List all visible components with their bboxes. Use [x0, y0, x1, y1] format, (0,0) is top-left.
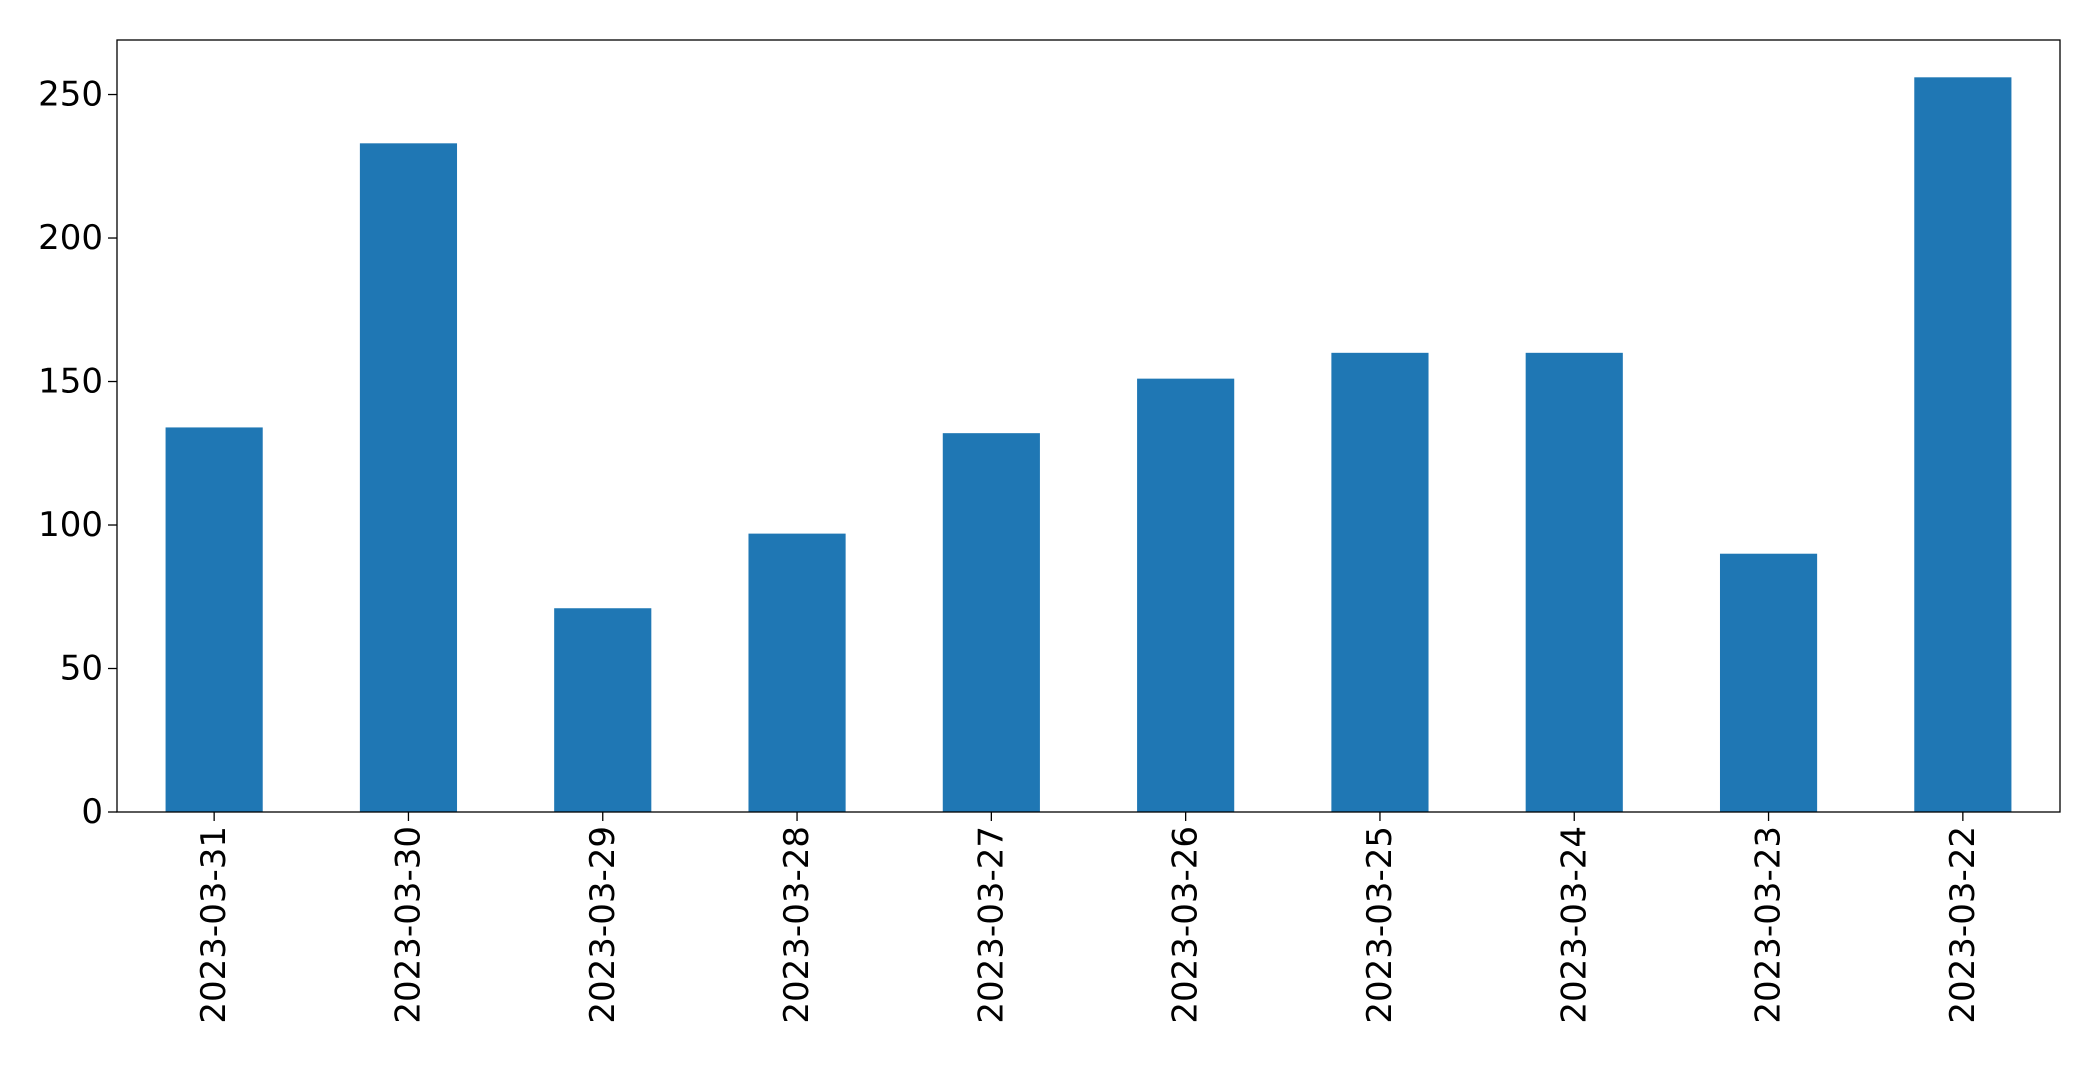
bar-2023-03-29: [554, 608, 652, 812]
bar-2023-03-30: [359, 143, 458, 812]
y-tick-label: 150: [38, 362, 103, 402]
bar-2023-03-26: [1137, 378, 1235, 812]
x-tick-label: 2023-03-25: [1360, 826, 1400, 1024]
bar-2023-03-28: [748, 533, 846, 812]
bar-2023-03-22: [1914, 77, 2012, 812]
plot-frame: [116, 39, 2061, 813]
x-tick-label: 2023-03-26: [1166, 826, 1206, 1024]
x-tick-label: 2023-03-22: [1943, 826, 1983, 1024]
bar-2023-03-27: [942, 433, 1040, 812]
y-tick-label: 250: [38, 75, 103, 115]
bar-2023-03-31: [165, 427, 263, 812]
x-tick-label: 2023-03-29: [583, 826, 623, 1024]
x-tick-label: 2023-03-31: [194, 826, 234, 1024]
bars-layer: [165, 77, 2012, 812]
x-tick-label: 2023-03-27: [971, 826, 1011, 1024]
y-tick-label: 100: [38, 505, 103, 545]
x-tick-label: 2023-03-28: [777, 826, 817, 1024]
y-axis: 0 50 100 150 200 250: [38, 75, 117, 832]
x-tick-label: 2023-03-23: [1749, 826, 1789, 1024]
x-tick-label: 2023-03-30: [388, 826, 428, 1024]
x-tick-label: 2023-03-24: [1554, 826, 1594, 1024]
y-tick-label: 0: [81, 792, 103, 832]
x-axis: 2023-03-31 2023-03-30 2023-03-29 2023-03-28…: [194, 812, 1983, 1024]
bar-2023-03-25: [1331, 352, 1429, 812]
bar-2023-03-23: [1719, 553, 1818, 812]
y-tick-label: 200: [38, 218, 103, 258]
bar-2023-03-24: [1525, 352, 1623, 812]
y-tick-label: 50: [60, 649, 103, 689]
